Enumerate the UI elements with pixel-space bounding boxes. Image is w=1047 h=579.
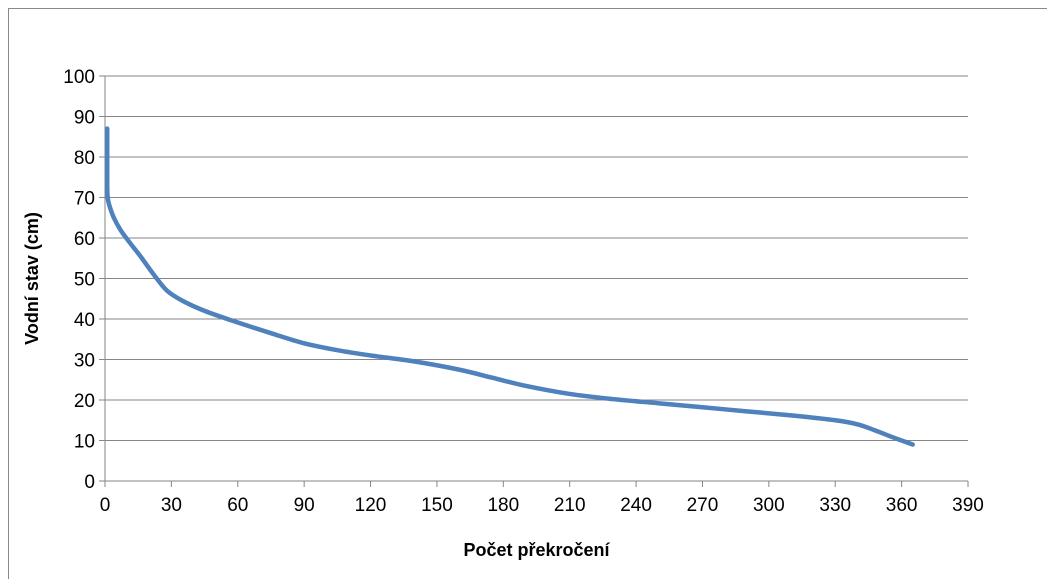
y-tick-label: 10 xyxy=(74,432,95,453)
y-axis-title: Vodní stav (cm) xyxy=(22,212,42,345)
y-tick-label: 80 xyxy=(74,148,95,169)
y-tick-label: 100 xyxy=(63,67,95,88)
y-tick-label: 70 xyxy=(74,189,95,210)
x-tick-label: 360 xyxy=(886,495,918,516)
x-tick-label: 210 xyxy=(554,495,586,516)
tick-labels: 0 10 20 30 40 50 60 70 80 90 100 0 30 60 90 120 150 180 21… xyxy=(63,67,984,516)
series-layer xyxy=(104,126,915,447)
x-tick-label: 240 xyxy=(620,495,652,516)
x-tick-label: 60 xyxy=(227,495,248,516)
x-tick-label: 0 xyxy=(100,495,111,516)
y-tick-label: 60 xyxy=(74,229,95,250)
y-tick-label: 40 xyxy=(74,310,95,331)
x-axis-title: Počet překročení xyxy=(463,540,610,560)
y-tick-label: 50 xyxy=(74,270,95,291)
x-tick-label: 90 xyxy=(294,495,315,516)
x-tick-label: 390 xyxy=(952,495,984,516)
gridlines xyxy=(105,75,968,441)
x-tick-label: 300 xyxy=(753,495,785,516)
y-tick-label: 30 xyxy=(74,351,95,372)
y-tick-label: 0 xyxy=(84,472,95,493)
x-tick-label: 180 xyxy=(487,495,519,516)
chart-area xyxy=(8,8,1047,579)
x-tick-label: 270 xyxy=(687,495,719,516)
x-tick-label: 120 xyxy=(355,495,387,516)
y-tick-label: 90 xyxy=(74,108,95,129)
axes xyxy=(99,75,969,487)
x-tick-label: 30 xyxy=(161,495,182,516)
series-line-0 xyxy=(104,126,915,447)
x-tick-label: 150 xyxy=(421,495,453,516)
x-tick-label: 330 xyxy=(819,495,851,516)
y-tick-label: 20 xyxy=(74,391,95,412)
